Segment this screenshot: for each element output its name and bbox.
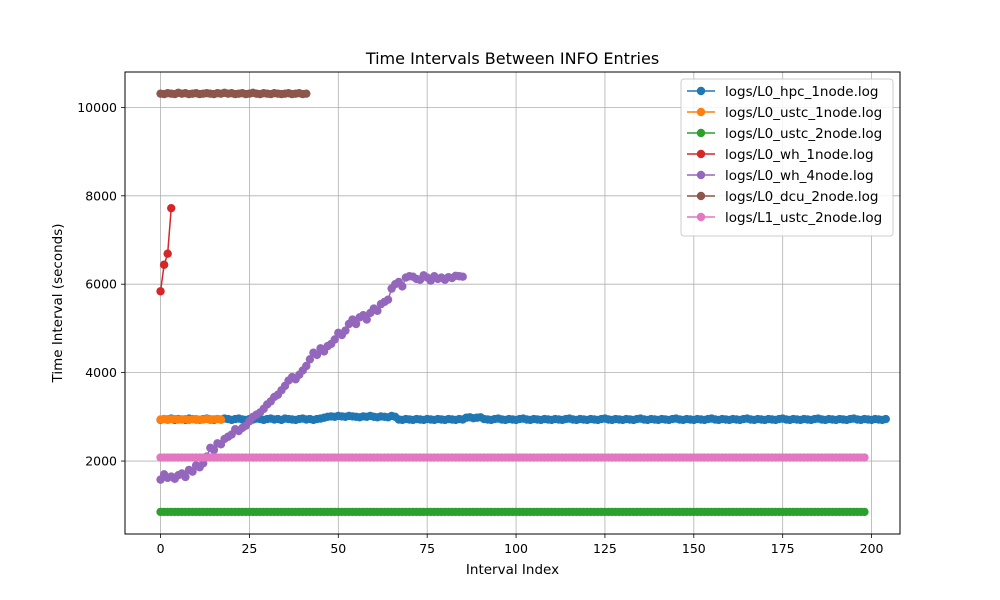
x-tick-label: 200	[860, 541, 884, 556]
series-line	[159, 274, 463, 481]
legend-item: logs/L0_dcu_2node.log	[687, 189, 878, 205]
x-tick-label: 150	[682, 541, 706, 556]
x-axis-label: Interval Index	[466, 562, 559, 578]
y-tick-label: 8000	[85, 188, 117, 203]
x-tick-label: 50	[330, 541, 346, 556]
data-point	[341, 326, 350, 335]
legend: logs/L0_hpc_1node.log logs/L0_ustc_1node.…	[680, 78, 894, 237]
plot-area-frame	[124, 71, 901, 535]
data-point	[373, 306, 382, 315]
data-point	[156, 287, 165, 296]
x-tick-label: 175	[771, 541, 795, 556]
data-point	[209, 445, 219, 455]
data-point	[860, 507, 869, 517]
data-point	[188, 467, 197, 476]
series-6	[156, 453, 869, 462]
legend-item: logs/L0_ustc_2node.log	[687, 126, 882, 142]
chart-title: Time Intervals Between INFO Entries	[365, 49, 659, 68]
data-point	[362, 315, 371, 324]
legend-label: logs/L1_ustc_2node.log	[725, 210, 882, 226]
legend-label: logs/L0_hpc_1node.log	[725, 84, 878, 100]
legend-label: logs/L0_dcu_2node.log	[725, 189, 878, 205]
data-point	[881, 414, 890, 424]
y-tick-label: 2000	[85, 454, 117, 469]
series-5	[156, 88, 311, 99]
series-3	[156, 203, 176, 296]
series-1	[156, 414, 226, 425]
data-point	[216, 415, 226, 424]
legend-swatch-marker	[696, 128, 706, 138]
legend-swatch-marker	[696, 170, 706, 180]
y-tick-label: 10000	[77, 100, 117, 115]
legend-label: logs/L0_wh_1node.log	[725, 147, 874, 163]
x-tick-label: 125	[593, 541, 617, 556]
data-point	[351, 319, 361, 329]
legend-swatch-marker	[696, 191, 706, 201]
series-layer	[156, 88, 890, 517]
legend-label: logs/L0_ustc_1node.log	[725, 105, 882, 121]
series-2	[156, 507, 869, 517]
legend-item: logs/L0_wh_4node.log	[687, 168, 874, 184]
data-point	[383, 295, 393, 304]
legend-item: logs/L0_hpc_1node.log	[687, 84, 878, 100]
x-tick-label: 25	[241, 541, 257, 556]
legend-item: logs/L0_ustc_1node.log	[687, 105, 882, 121]
legend-swatch-marker	[696, 107, 706, 117]
y-axis-label: Time Interval (seconds)	[50, 223, 66, 383]
tick-layer: 0 25 50 75 100 125 150 175 200 2000 4000 6000 8000 10…	[77, 100, 883, 556]
data-point	[312, 350, 322, 360]
series-4	[156, 271, 467, 484]
data-point	[159, 260, 169, 269]
series-line	[159, 208, 172, 292]
data-point	[305, 355, 315, 364]
data-point	[181, 472, 190, 482]
legend-swatch-marker	[696, 86, 706, 96]
x-tick-label: 75	[419, 541, 435, 556]
series-0	[156, 411, 890, 425]
data-point	[860, 453, 869, 462]
legend-item: logs/L0_wh_1node.log	[687, 147, 874, 163]
legend-item: logs/L1_ustc_2node.log	[687, 210, 882, 226]
legend-box	[680, 78, 894, 237]
x-tick-label: 0	[157, 541, 165, 556]
x-tick-label: 100	[504, 541, 528, 556]
legend-label: logs/L0_wh_4node.log	[725, 168, 874, 184]
legend-swatch-marker	[696, 212, 706, 222]
legend-label: logs/L0_ustc_2node.log	[725, 126, 882, 142]
data-point	[302, 89, 311, 98]
legend-swatch-marker	[696, 149, 706, 159]
y-tick-label: 4000	[85, 365, 117, 380]
data-point	[302, 361, 311, 371]
data-point	[163, 249, 172, 258]
data-point	[458, 272, 467, 281]
data-point	[398, 282, 407, 291]
data-point	[167, 203, 176, 213]
data-point	[330, 335, 339, 344]
y-tick-label: 6000	[85, 277, 117, 292]
